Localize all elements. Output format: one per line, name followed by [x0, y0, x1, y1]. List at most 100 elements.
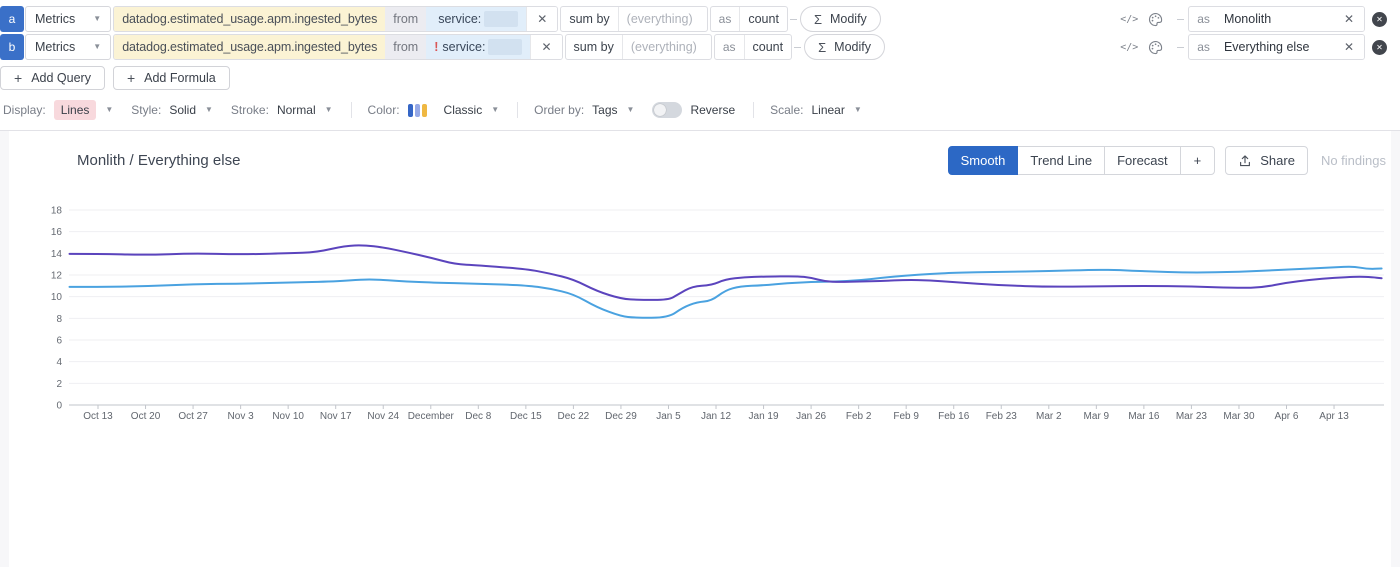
clear-filter-icon[interactable]: ✕ — [530, 35, 562, 59]
modify-label: Modify — [829, 12, 867, 26]
clear-alias-icon[interactable]: ✕ — [1333, 7, 1364, 31]
chevron-down-icon: ▼ — [93, 14, 102, 23]
aggregator-value[interactable]: count — [739, 7, 787, 31]
svg-text:Dec 8: Dec 8 — [465, 411, 492, 422]
query-row-b: b Metrics ▼ datadog.estimated_usage.apm.… — [0, 34, 1392, 60]
chevron-down-icon: ▼ — [491, 105, 500, 114]
svg-text:Nov 17: Nov 17 — [320, 411, 352, 422]
sum-by-label: sum by — [573, 40, 614, 54]
clear-alias-icon[interactable]: ✕ — [1333, 35, 1364, 59]
svg-text:Mar 16: Mar 16 — [1128, 411, 1160, 422]
chevron-down-icon: ▼ — [324, 105, 333, 114]
group-by-group: sum by (everything) — [560, 6, 708, 32]
add-formula-label: Add Formula — [144, 71, 216, 85]
code-view-icon[interactable]: </> — [1120, 13, 1139, 25]
graph-header: Monlith / Everything else Smooth Trend L… — [9, 131, 1391, 175]
timeseries-chart[interactable]: 0 2 4 6 8 10 12 14 16 18 Oct 13 Oct 20 Oct 27 Nov 3 No… — [9, 194, 1400, 434]
svg-text:Jan 26: Jan 26 — [796, 411, 826, 422]
clear-filter-icon[interactable]: ✕ — [526, 7, 558, 31]
svg-text:Oct 27: Oct 27 — [178, 411, 208, 422]
metric-filter-group: datadog.estimated_usage.apm.ingested_byt… — [113, 6, 559, 32]
divider — [753, 102, 755, 118]
aggregator-value[interactable]: count — [743, 35, 792, 59]
graph-mode-button[interactable]: Smooth — [947, 146, 1019, 175]
alias-input[interactable] — [1217, 7, 1334, 31]
filter-key: service: — [442, 40, 486, 54]
remove-query-icon[interactable]: ✕ — [1372, 11, 1387, 27]
filter-field[interactable]: ! service: — [426, 35, 531, 59]
graph-card: Monlith / Everything else Smooth Trend L… — [9, 131, 1391, 567]
svg-text:8: 8 — [56, 314, 62, 325]
metric-filter-group: datadog.estimated_usage.apm.ingested_byt… — [113, 34, 563, 60]
group-by-input[interactable]: (everything) — [621, 35, 711, 59]
no-findings-label: No findings — [1320, 153, 1386, 168]
add-formula-button[interactable]: + Add Formula — [112, 66, 230, 90]
share-icon — [1240, 154, 1251, 166]
from-label: from — [385, 7, 427, 31]
svg-text:Apr 13: Apr 13 — [1319, 411, 1349, 422]
metric-name-field[interactable]: datadog.estimated_usage.apm.ingested_byt… — [114, 35, 386, 59]
sum-by-label: sum by — [569, 12, 610, 26]
display-select[interactable]: Lines ▼ — [53, 100, 113, 120]
display-label: Display: — [3, 103, 46, 117]
svg-text:Oct 20: Oct 20 — [131, 411, 161, 422]
svg-text:16: 16 — [51, 227, 63, 238]
source-select[interactable]: Metrics ▼ — [25, 6, 112, 32]
source-select[interactable]: Metrics ▼ — [25, 34, 112, 60]
sigma-icon: Σ — [818, 39, 827, 55]
svg-text:Jan 5: Jan 5 — [656, 411, 681, 422]
stroke-label: Stroke: — [230, 103, 269, 117]
alias-as-label: as — [1197, 12, 1210, 26]
share-button[interactable]: Share — [1225, 146, 1308, 175]
palette-icon[interactable] — [1148, 6, 1163, 32]
reverse-toggle[interactable] — [652, 102, 683, 118]
metric-name-field[interactable]: datadog.estimated_usage.apm.ingested_byt… — [114, 7, 386, 31]
svg-text:Dec 22: Dec 22 — [558, 411, 590, 422]
svg-text:2: 2 — [56, 379, 62, 390]
alias-as-label: as — [1197, 40, 1210, 54]
as-count-group: as count — [709, 6, 788, 32]
from-label: from — [385, 35, 427, 59]
svg-text:Feb 2: Feb 2 — [846, 411, 872, 422]
chevron-down-icon: ▼ — [93, 42, 102, 51]
scale-select[interactable]: Linear ▼ — [811, 103, 861, 117]
svg-text:Mar 9: Mar 9 — [1084, 411, 1110, 422]
modify-button[interactable]: Σ Modify — [804, 34, 885, 60]
palette-icon[interactable] — [1148, 34, 1163, 60]
chevron-down-icon: ▼ — [626, 105, 635, 114]
stroke-select-value: Normal — [276, 103, 316, 117]
color-select[interactable]: Classic ▼ — [407, 103, 500, 117]
svg-text:Feb 9: Feb 9 — [893, 411, 919, 422]
graph-mode-button[interactable]: Forecast — [1104, 146, 1181, 175]
filter-field[interactable]: service: — [426, 7, 527, 31]
graph-mode-add-button[interactable]: + — [1179, 146, 1216, 175]
svg-text:4: 4 — [56, 357, 62, 368]
filter-value-area[interactable] — [488, 39, 523, 55]
add-query-button[interactable]: + Add Query — [0, 66, 105, 90]
filter-key: service: — [438, 12, 482, 26]
palette-swatch-icon — [407, 103, 427, 117]
code-view-icon[interactable]: </> — [1120, 41, 1139, 53]
alias-input[interactable] — [1217, 35, 1334, 59]
color-label: Color: — [367, 103, 400, 117]
row-spacer — [885, 34, 1120, 60]
style-select[interactable]: Solid ▼ — [169, 103, 213, 117]
modify-button[interactable]: Σ Modify — [799, 6, 881, 32]
svg-text:14: 14 — [51, 249, 63, 260]
svg-text:Jan 19: Jan 19 — [749, 411, 779, 422]
order-by-select[interactable]: Tags ▼ — [592, 103, 634, 117]
graph-mode-button[interactable]: Trend Line — [1017, 146, 1106, 175]
as-label: as — [722, 40, 736, 54]
add-query-label: Add Query — [31, 71, 91, 85]
filter-value-area[interactable] — [484, 11, 519, 27]
alias-group: as ✕ — [1188, 34, 1365, 60]
connector — [1177, 46, 1185, 48]
stroke-select[interactable]: Normal ▼ — [277, 103, 333, 117]
svg-text:12: 12 — [51, 271, 63, 282]
group-by-input[interactable]: (everything) — [617, 7, 707, 31]
graph-mode-group: Smooth Trend Line Forecast + — [947, 146, 1216, 175]
remove-query-icon[interactable]: ✕ — [1372, 39, 1387, 55]
row-spacer — [881, 6, 1120, 32]
svg-text:Apr 6: Apr 6 — [1275, 411, 1299, 422]
scale-label: Scale: — [770, 103, 804, 117]
